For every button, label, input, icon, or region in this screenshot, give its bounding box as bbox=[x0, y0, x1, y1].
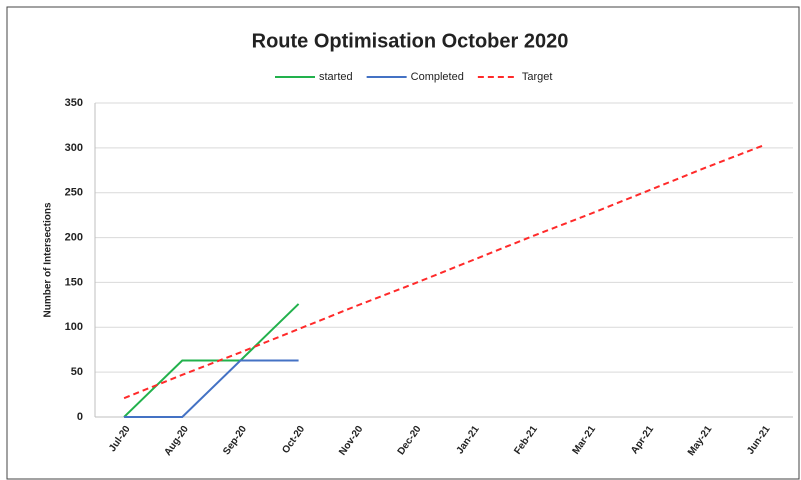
chart-frame bbox=[6, 6, 800, 480]
series-line bbox=[124, 359, 299, 418]
y-tick-label: 100 bbox=[65, 321, 83, 333]
y-tick-label: 300 bbox=[65, 142, 83, 154]
legend-label: Completed bbox=[411, 71, 464, 83]
y-tick-label: 350 bbox=[65, 97, 83, 109]
y-tick-label: 200 bbox=[65, 231, 83, 243]
y-tick-label: 0 bbox=[77, 411, 83, 423]
series-line bbox=[123, 303, 300, 418]
y-axis-label: Number of Intersections bbox=[43, 202, 54, 317]
y-tick-label: 150 bbox=[65, 276, 83, 288]
y-tick-label: 50 bbox=[71, 366, 83, 378]
legend-label: started bbox=[319, 71, 353, 83]
legend-label: Target bbox=[522, 71, 553, 83]
chart-title: Route Optimisation October 2020 bbox=[252, 30, 569, 52]
series-line bbox=[123, 144, 765, 400]
y-tick-label: 250 bbox=[65, 187, 83, 199]
